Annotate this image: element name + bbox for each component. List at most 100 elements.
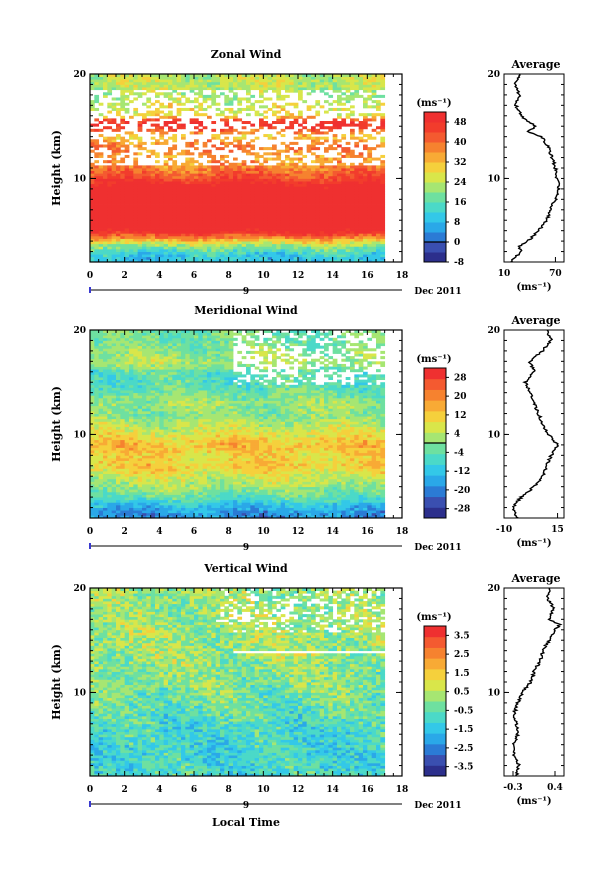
heatmap-cell xyxy=(302,134,308,138)
heatmap-cell xyxy=(276,79,282,83)
heatmap-cell xyxy=(146,471,152,475)
heatmap-cell xyxy=(133,186,139,190)
heatmap-cell xyxy=(137,199,143,203)
heatmap-cell xyxy=(94,220,100,224)
heatmap-cell xyxy=(211,178,217,182)
heatmap-cell xyxy=(267,79,273,83)
heatmap-cell xyxy=(224,204,230,208)
heatmap-cell xyxy=(228,251,234,255)
heatmap-cell xyxy=(259,121,264,125)
heatmap-cell xyxy=(289,188,295,192)
heatmap-cell xyxy=(233,212,238,216)
heatmap-cell xyxy=(211,256,217,260)
heatmap-cell xyxy=(94,254,100,258)
heatmap-cell xyxy=(133,450,139,454)
heatmap-cell xyxy=(98,212,104,216)
heatmap-cell xyxy=(371,259,377,262)
heatmap-cell xyxy=(224,136,230,140)
heatmap-cell xyxy=(250,238,256,242)
heatmap-cell xyxy=(259,228,264,232)
heatmap-cell xyxy=(233,238,238,242)
heatmap-cell xyxy=(233,110,238,114)
heatmap-cell xyxy=(103,413,108,417)
heatmap-cell xyxy=(267,157,273,161)
heatmap-cell xyxy=(306,194,312,198)
heatmap-cell xyxy=(198,201,204,205)
heatmap-cell xyxy=(159,110,165,114)
heatmap-cell xyxy=(371,199,377,203)
heatmap-cell xyxy=(146,241,152,245)
heatmap-cell xyxy=(341,136,347,140)
heatmap-cell xyxy=(280,170,286,174)
heatmap-cell xyxy=(129,89,134,93)
heatmap-cell xyxy=(176,102,182,106)
heatmap-cell xyxy=(181,102,186,106)
heatmap-cell xyxy=(116,366,121,370)
heatmap-cell xyxy=(181,207,186,211)
heatmap-cell xyxy=(224,100,230,104)
heatmap-cell xyxy=(194,194,199,198)
heatmap-cell xyxy=(142,439,147,443)
heatmap-cell xyxy=(129,199,134,203)
heatmap-cell xyxy=(293,228,299,232)
heatmap-cell xyxy=(90,429,95,433)
heatmap-cell xyxy=(285,102,290,106)
heatmap-cell xyxy=(311,126,316,130)
heatmap-cell xyxy=(146,165,152,169)
heatmap-cell xyxy=(215,87,221,91)
heatmap-cell xyxy=(172,207,178,211)
heatmap-cell xyxy=(176,248,182,252)
heatmap-cell xyxy=(146,228,152,232)
x-tick-label: 12 xyxy=(292,271,305,281)
heatmap-cell xyxy=(189,230,195,234)
heatmap-cell xyxy=(116,504,121,508)
heatmap-cell xyxy=(228,194,234,198)
heatmap-cell xyxy=(137,94,143,98)
heatmap-cell xyxy=(90,220,95,224)
heatmap-cell xyxy=(116,246,121,250)
heatmap-cell xyxy=(341,154,347,158)
heatmap-cell xyxy=(267,215,273,219)
heatmap-cell xyxy=(345,220,351,224)
heatmap-cell xyxy=(124,510,130,514)
heatmap-cell xyxy=(146,390,152,394)
heatmap-cell xyxy=(155,222,160,226)
heatmap-cell xyxy=(311,139,316,143)
heatmap-cell xyxy=(124,473,130,477)
heatmap-cell xyxy=(181,201,186,205)
heatmap-cell xyxy=(263,181,269,185)
heatmap-cell xyxy=(376,178,381,182)
heatmap-cell xyxy=(202,181,208,185)
heatmap-cell xyxy=(120,379,126,383)
heatmap-cell xyxy=(259,243,264,247)
heatmap-cell xyxy=(367,89,373,93)
heatmap-cell xyxy=(142,251,147,255)
heatmap-cell xyxy=(120,157,126,161)
heatmap-cell xyxy=(228,188,234,192)
heatmap-cell xyxy=(163,160,169,164)
heatmap-cell xyxy=(328,204,334,208)
heatmap-cell xyxy=(289,186,295,190)
heatmap-cell xyxy=(176,212,182,216)
heatmap-cell xyxy=(345,175,351,179)
heatmap-cell xyxy=(246,228,251,232)
heatmap-cell xyxy=(367,212,373,216)
heatmap-cell xyxy=(211,121,217,125)
heatmap-cell xyxy=(163,186,169,190)
heatmap-cell xyxy=(380,139,386,143)
heatmap-cell xyxy=(90,243,95,247)
heatmap-cell xyxy=(311,170,316,174)
heatmap-cell xyxy=(146,113,152,117)
heatmap-cell xyxy=(185,84,191,88)
heatmap-cell xyxy=(198,199,204,203)
heatmap-cell xyxy=(146,215,152,219)
heatmap-cell xyxy=(259,175,264,179)
heatmap-cell xyxy=(380,251,386,255)
heatmap-cell xyxy=(220,165,225,169)
heatmap-cell xyxy=(116,363,121,367)
heatmap-cell xyxy=(168,235,173,239)
heatmap-cell xyxy=(107,439,113,443)
heatmap-cell xyxy=(272,233,277,237)
heatmap-cell xyxy=(120,345,126,349)
heatmap-cell xyxy=(276,168,282,172)
